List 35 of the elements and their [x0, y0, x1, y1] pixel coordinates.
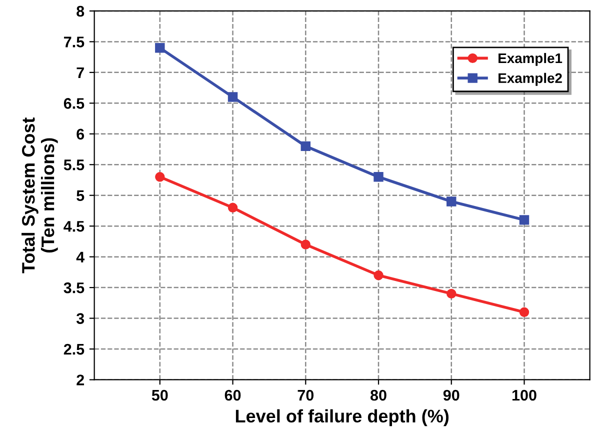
point	[374, 270, 384, 280]
point	[300, 240, 311, 250]
point	[228, 202, 238, 213]
y-tick-label: 5.5	[64, 160, 84, 170]
x-tick-label: 100	[512, 390, 536, 401]
point	[374, 172, 384, 182]
y-axis-title: Total System Cost (Ten millions)	[22, 117, 58, 274]
x-tick-label: 50	[152, 390, 168, 401]
y-tick-label: 4	[76, 252, 85, 262]
y-tick-label: 2	[76, 374, 84, 386]
point	[519, 307, 530, 317]
y-tick-label: 6.5	[64, 98, 84, 109]
x-tick-label: 80	[370, 390, 386, 401]
x-axis-title: Level of failure depth (%)	[236, 409, 449, 426]
point	[155, 172, 165, 182]
point	[155, 42, 165, 53]
y-tick-label: 2.5	[64, 344, 84, 355]
legend-label: Example2	[498, 72, 562, 86]
legend-label: Example1	[498, 52, 562, 66]
point	[519, 215, 530, 225]
y-tick-label: 8	[76, 6, 84, 17]
x-tick-label: 90	[443, 390, 460, 401]
point	[446, 288, 456, 299]
y-tick-label: 7	[76, 67, 84, 78]
y-tick-label: 3.5	[64, 282, 84, 294]
x-tick-label: 60	[224, 390, 241, 401]
y-tick-label: 7.5	[64, 36, 84, 48]
y-tick-label: 6	[76, 128, 84, 140]
y-tick-label: 4.5	[64, 221, 84, 232]
y-tick-label: 3	[76, 313, 84, 324]
point	[228, 92, 238, 102]
point	[300, 141, 311, 152]
point	[446, 196, 456, 206]
x-tick-label: 70	[298, 390, 314, 401]
y-tick-label: 5	[76, 190, 84, 202]
